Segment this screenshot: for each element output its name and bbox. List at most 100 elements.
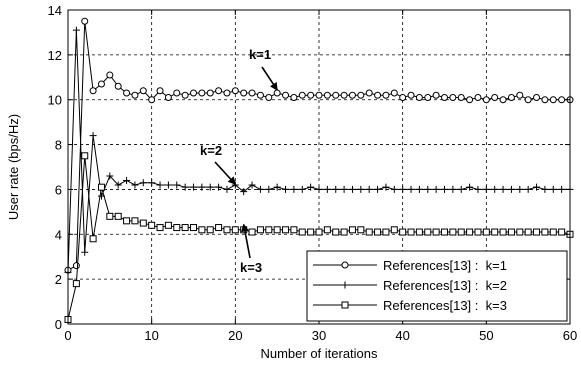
series-3-point (248, 228, 256, 236)
series-2-point (357, 185, 365, 193)
series-3-point (533, 228, 541, 236)
series-1-point (190, 89, 197, 97)
series-1 (64, 17, 574, 274)
series-2-point (298, 185, 306, 193)
series-3-point (131, 217, 139, 225)
series-1-point (441, 93, 448, 101)
series-3-point (148, 221, 156, 229)
series-2-point (265, 185, 273, 193)
series-2-point (315, 185, 323, 193)
series-2-point (524, 185, 532, 193)
series-1-point (558, 96, 566, 104)
series-3-point (332, 228, 340, 236)
series-3-point (81, 152, 89, 160)
series-3-point (198, 226, 206, 234)
series-1-point (256, 91, 264, 99)
series-2-point (491, 185, 499, 193)
series-2-point (457, 185, 465, 193)
annotation-arrow (214, 161, 237, 185)
series-1-point (290, 93, 298, 101)
series-3-point (72, 280, 80, 288)
series-2-point (290, 185, 298, 193)
series-1-point (374, 91, 382, 99)
series-3-point (106, 212, 114, 220)
series-1-point (524, 96, 532, 104)
series-3-point (491, 228, 499, 236)
x-tick-label: 10 (144, 328, 158, 343)
series-2-point (190, 183, 197, 191)
y-tick-label: 2 (55, 272, 62, 287)
legend: References[13] : k=1 References[13] : k=2… (306, 250, 568, 322)
series-3-point (516, 228, 524, 236)
series-3-point (282, 226, 290, 234)
series-3-point (323, 226, 331, 234)
series-1-point (206, 89, 214, 97)
series-2-point (399, 185, 407, 193)
legend-marker (341, 301, 349, 309)
series-1-point (365, 89, 373, 97)
series-2-point (482, 185, 490, 193)
series-2-point (432, 185, 440, 193)
series-3-point (97, 183, 105, 191)
y-tick-label: 6 (55, 182, 62, 197)
series-3-point (382, 228, 390, 236)
series-3-point (424, 228, 432, 236)
series-3-point (348, 226, 356, 234)
series-3-point (415, 228, 423, 236)
series-2-point (114, 181, 122, 189)
series-3-point (524, 228, 532, 236)
series-2-point (240, 188, 248, 196)
y-tick-label: 0 (55, 317, 62, 332)
series-2-point (139, 179, 147, 187)
series-2-point (307, 183, 315, 191)
series-3-point (549, 228, 557, 236)
series-3-point (340, 228, 348, 236)
series-1-point (499, 96, 507, 104)
series-1-point (507, 93, 515, 101)
series-3-point (357, 226, 365, 234)
series-2-point (541, 185, 549, 193)
series-1-point (131, 91, 139, 99)
y-tick-label: 14 (48, 3, 62, 18)
series-2-point (198, 183, 206, 191)
series-3-point (89, 235, 97, 243)
series-3-point (206, 226, 214, 234)
series-1-point (482, 96, 490, 104)
x-tick-label: 30 (312, 328, 326, 343)
series-1-point (382, 91, 390, 99)
series-2-point (106, 172, 114, 180)
series-3-point (173, 224, 181, 232)
series-2-point (123, 176, 131, 184)
series-3-point (558, 228, 566, 236)
series-2-point (499, 185, 507, 193)
series-2-point (340, 185, 348, 193)
series-1-point (215, 87, 223, 95)
series-2-point (89, 132, 97, 140)
series-2-point (407, 185, 415, 193)
series-2-point (374, 185, 382, 193)
series-2-point (148, 179, 156, 187)
series-1-point (198, 89, 206, 97)
series-1-point (332, 91, 340, 99)
series-3-point (256, 226, 264, 234)
annotation-label-k1: k=1 (249, 47, 271, 62)
series-1-point (516, 91, 524, 99)
series-1-point (549, 96, 557, 104)
series-1-point (424, 93, 432, 101)
series-3-point (123, 217, 131, 225)
series-2-point (516, 185, 524, 193)
series-1-point (390, 89, 398, 97)
series-3-point (457, 228, 465, 236)
series-1-point (89, 87, 97, 95)
annotation-label-k2: k=2 (200, 143, 222, 158)
x-axis-label: Number of iterations (260, 346, 378, 361)
series-layer (64, 17, 574, 324)
series-2-point (466, 183, 474, 191)
legend-entry-3: References[13] : k=3 (383, 298, 507, 313)
series-1-point (466, 96, 474, 104)
series-2-point (206, 183, 214, 191)
series-3-point (290, 226, 298, 234)
series-2-point (156, 181, 164, 189)
series-2-point (273, 183, 281, 191)
